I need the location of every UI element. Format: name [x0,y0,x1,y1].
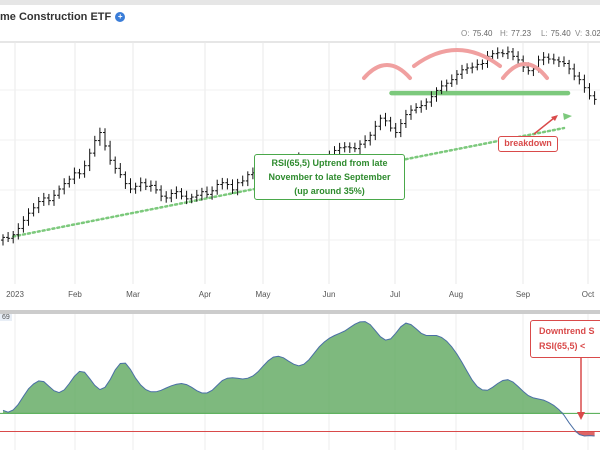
ohlc-low: L: 75.40 [541,29,571,38]
title-text: me Construction ETF [0,11,112,23]
ohlc-volume: V: 3.02 [575,29,600,38]
downtrend-line-2: RSI(65,5) < [539,341,586,351]
x-tick-label: 2023 [6,290,24,299]
rsi-value-label: 69 [0,314,12,321]
rsi-uptrend-line-3: (up around 35%) [294,186,365,196]
downtrend-line-1: Downtrend S [539,326,595,336]
left-shoulder-arc [362,63,412,80]
x-tick-label: May [255,290,270,299]
ohlc-high: H: 77.23 [500,29,532,38]
x-tick-label: Apr [199,290,212,299]
rsi-area-fill [3,321,595,414]
rsi-uptrend-line-1: RSI(65,5) Uptrend from late [271,158,388,168]
downtrend-arrow-head-icon [577,412,585,420]
breakdown-arrow-line [533,117,555,135]
breakdown-arrow-head-icon [551,115,558,121]
x-tick-label: Feb [68,290,82,299]
rsi-uptrend-line-2: November to late September [268,172,391,182]
info-icon[interactable]: + [115,12,126,22]
x-tick-label: Sep [516,290,531,299]
downtrend-annotation: Downtrend S RSI(65,5) < [530,320,600,358]
x-tick-label: Oct [582,290,595,299]
rsi-uptrend-annotation: RSI(65,5) Uptrend from late November to … [254,154,405,200]
x-tick-label: Aug [449,290,463,299]
rsi-below-fill [3,431,595,436]
ohlc-open: O: 75.40 [461,29,493,38]
top-band [0,0,600,5]
rsi-line [2,321,595,437]
breakdown-annotation: breakdown [498,136,558,152]
x-tick-label: Jul [390,290,400,299]
x-tick-label: Mar [126,290,140,299]
head-arc [412,48,502,68]
x-tick-label: Jun [323,290,336,299]
uptrend-arrow-icon [563,113,572,120]
right-shoulder-arc [501,62,549,80]
chart-title: me Construction ETF + [0,11,126,23]
